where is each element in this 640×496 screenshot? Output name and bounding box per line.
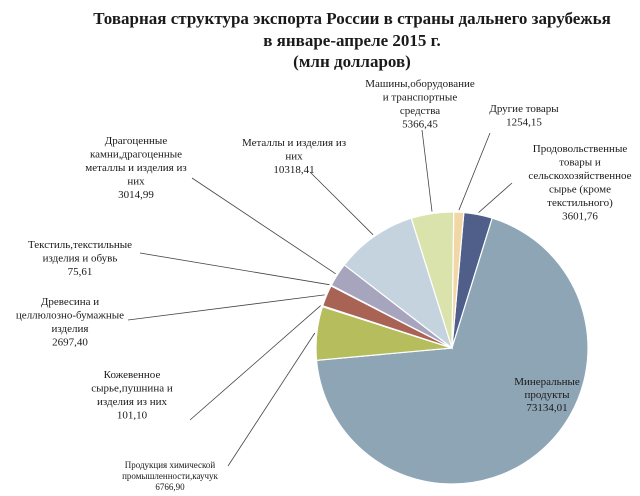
slice-label-line: них — [127, 176, 145, 188]
slice-label-line: Машины,оборудование — [365, 78, 475, 90]
leader-line — [191, 177, 336, 275]
slice-value: 3014,99 — [118, 189, 154, 201]
slice-value: 10318,41 — [273, 164, 314, 176]
slice-value: 3601,76 — [562, 211, 598, 223]
pie-slice — [451, 211, 465, 349]
pie-slices — [315, 211, 589, 485]
slice-label: Машины,оборудование и транспортные средств… — [365, 78, 475, 131]
slice-label-line: Текстиль,текстильные — [28, 239, 132, 251]
slice-label-line: Драгоценные — [105, 135, 168, 147]
leader-line — [227, 332, 316, 467]
slice-label: Металлы и изделия из них 10318,41 — [242, 137, 346, 176]
leader-line — [127, 294, 325, 321]
slice-label-line: них — [285, 151, 303, 163]
leader-line — [309, 171, 374, 236]
slice-labels: Продовольственные товары и сельскохозяйств… — [16, 78, 632, 492]
leader-line — [139, 252, 330, 286]
leader-line — [478, 182, 513, 213]
slice-label-line: изделия и обувь — [43, 253, 118, 265]
slice-value: 6766,90 — [155, 482, 185, 492]
leader-line — [458, 132, 491, 211]
chart-title: Товарная структура экспорта России в стр… — [93, 9, 611, 71]
slice-label: Текстиль,текстильные изделия и обувь 75,61 — [28, 239, 132, 278]
slice-value: 2697,40 — [52, 337, 88, 349]
slice-label: Кожевенное сырье,пушнина и изделия из них 1… — [91, 369, 173, 422]
slice-label-line: Продукция химической — [125, 460, 216, 470]
leader-line — [189, 305, 321, 421]
slice-label-line: средства — [400, 105, 440, 117]
title-line-1: Товарная структура экспорта России в стр… — [93, 9, 611, 28]
slice-label-line: продукты — [524, 389, 570, 401]
slice-label: Продукция химической промышленности,каучу… — [122, 460, 218, 492]
slice-label: Минеральные продукты 73134,01 — [514, 376, 580, 414]
slice-label-line: текстильного) — [547, 197, 613, 209]
slice-value: 101,10 — [117, 410, 148, 422]
slice-label-line: камни,драгоценные — [90, 149, 182, 161]
slice-label-line: целлюлозно-бумажные — [16, 310, 124, 322]
slice-label: Другие товары 1254,15 — [489, 103, 559, 129]
slice-value: 73134,01 — [526, 402, 567, 414]
slice-label: Древесина и целлюлозно-бумажные изделия 269… — [16, 296, 124, 349]
slice-label: Драгоценные камни,драгоценные металлы и из… — [85, 135, 186, 201]
slice-value: 5366,45 — [402, 119, 438, 131]
slice-label-line: сельскохозяйственное — [528, 170, 631, 182]
slice-label-line: сырье (кроме — [549, 184, 611, 196]
slice-value: 75,61 — [68, 266, 93, 278]
title-line-3: (млн долларов) — [293, 52, 411, 71]
slice-label-line: и транспортные — [383, 92, 458, 104]
slice-label-line: Другие товары — [489, 103, 559, 115]
slice-label-line: Минеральные — [514, 376, 580, 388]
slice-label-line: Продовольственные — [533, 143, 628, 155]
slice-label-line: металлы и изделия из — [85, 162, 186, 174]
slice-label-line: изделия — [52, 323, 89, 335]
slice-label-line: промышленности,каучук — [122, 471, 218, 481]
slice-label-line: изделия из них — [97, 396, 167, 408]
leader-lines — [127, 129, 513, 467]
slice-label-line: Древесина и — [41, 296, 99, 308]
pie-slice — [343, 217, 454, 350]
slice-value: 1254,15 — [506, 117, 542, 129]
slice-label-line: Металлы и изделия из — [242, 137, 346, 149]
slice-label-line: Кожевенное — [104, 369, 161, 381]
slice-label: Продовольственные товары и сельскохозяйств… — [528, 143, 631, 223]
slice-label-line: сырье,пушнина и — [91, 383, 173, 395]
slice-label-line: товары и — [559, 157, 601, 169]
title-line-2: в январе-апреле 2015 г. — [263, 31, 440, 50]
pie-slice — [315, 217, 589, 485]
leader-line — [421, 129, 433, 212]
